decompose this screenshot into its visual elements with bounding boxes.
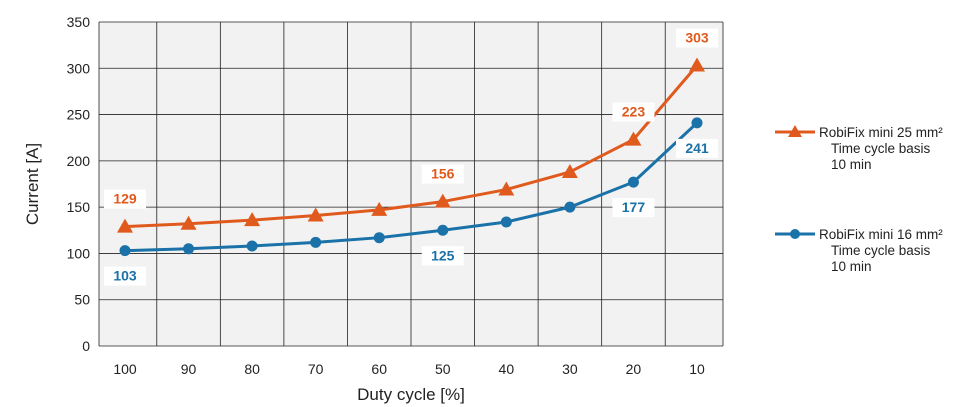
legend-note-25mm-line2: 10 min bbox=[831, 157, 872, 172]
data-label-0-5: 156 bbox=[431, 166, 455, 182]
y-tick-label-50: 50 bbox=[74, 292, 90, 308]
series-1-point-4 bbox=[373, 232, 385, 244]
series-1-point-1 bbox=[183, 243, 195, 255]
series-line-1 bbox=[124, 121, 699, 253]
x-tick-label-100: 100 bbox=[113, 361, 137, 377]
x-axis-ticks: 100 90 80 70 60 50 40 30 20 10 bbox=[113, 361, 705, 377]
data-label-bg-1-9 bbox=[676, 138, 718, 158]
x-tick-label-50: 50 bbox=[435, 361, 451, 377]
data-label-bg-0-8 bbox=[612, 102, 655, 122]
data-label-1-8: 177 bbox=[622, 199, 646, 215]
x-tick-label-70: 70 bbox=[308, 361, 324, 377]
y-tick-label-300: 300 bbox=[67, 60, 91, 76]
legend-label-16mm: RobiFix mini 16 mm² bbox=[819, 227, 943, 242]
y-tick-label-350: 350 bbox=[67, 14, 91, 30]
x-tick-label-30: 30 bbox=[562, 361, 578, 377]
legend-item-25mm: RobiFix mini 25 mm² Time cycle basis 10 … bbox=[819, 125, 943, 173]
data-label-1-0: 103 bbox=[113, 268, 137, 284]
y-tick-label-250: 250 bbox=[67, 107, 91, 123]
data-label-0-8: 223 bbox=[622, 104, 646, 120]
series-1-point-2 bbox=[246, 240, 258, 252]
y-tick-label-0: 0 bbox=[82, 338, 90, 354]
series-1-point-9 bbox=[691, 117, 703, 129]
series-0-point-0 bbox=[117, 218, 133, 233]
legend-marker-triangle-icon bbox=[788, 125, 802, 137]
y-tick-label-150: 150 bbox=[67, 199, 91, 215]
data-label-bg-0-9 bbox=[676, 28, 718, 48]
series-0-point-8 bbox=[625, 131, 642, 146]
grid-lines bbox=[98, 21, 724, 347]
x-tick-label-10: 10 bbox=[689, 361, 705, 377]
x-tick-label-90: 90 bbox=[181, 361, 197, 377]
data-label-1-9: 241 bbox=[685, 140, 709, 156]
series-1-point-7 bbox=[564, 201, 576, 213]
series-0-point-7 bbox=[561, 163, 578, 178]
series-1-point-8 bbox=[627, 176, 639, 188]
series-line-0 bbox=[124, 64, 699, 229]
legend-marker-circle-icon bbox=[790, 229, 800, 239]
series-0-point-1 bbox=[180, 215, 197, 230]
series-0-point-2 bbox=[244, 212, 261, 227]
x-tick-label-20: 20 bbox=[626, 361, 642, 377]
x-axis-title: Duty cycle [%] bbox=[357, 385, 465, 404]
y-axis-ticks: 0 50 100 150 200 250 300 350 bbox=[67, 14, 91, 354]
data-label-1-5: 125 bbox=[431, 247, 455, 263]
data-label-0-9: 303 bbox=[685, 30, 709, 46]
data-label-0-0: 129 bbox=[113, 191, 137, 207]
y-tick-label-100: 100 bbox=[67, 245, 91, 261]
series-1-point-6 bbox=[500, 216, 512, 228]
series-0-point-6 bbox=[498, 181, 515, 196]
legend-label-25mm: RobiFix mini 25 mm² bbox=[819, 125, 943, 140]
x-tick-label-80: 80 bbox=[244, 361, 260, 377]
series-layer bbox=[117, 57, 705, 257]
series-1-point-5 bbox=[437, 224, 449, 236]
legend-item-16mm: RobiFix mini 16 mm² Time cycle basis 10 … bbox=[819, 227, 943, 275]
series-1-point-0 bbox=[119, 245, 131, 257]
series-1-point-3 bbox=[310, 236, 322, 248]
x-tick-label-60: 60 bbox=[371, 361, 387, 377]
legend-note-25mm-line1: Time cycle basis bbox=[831, 141, 931, 156]
y-tick-label-200: 200 bbox=[67, 153, 91, 169]
series-0-point-3 bbox=[307, 207, 324, 222]
legend-note-16mm-line2: 10 min bbox=[831, 259, 872, 274]
legend-note-16mm-line1: Time cycle basis bbox=[831, 243, 931, 258]
series-0-point-9 bbox=[689, 57, 705, 72]
series-0-point-5 bbox=[434, 193, 451, 208]
data-label-bg-0-5 bbox=[421, 164, 464, 184]
y-axis-title: Current [A] bbox=[23, 143, 42, 225]
data-label-bg-0-0 bbox=[104, 189, 146, 209]
x-tick-label-40: 40 bbox=[499, 361, 515, 377]
data-label-bg-1-0 bbox=[104, 266, 146, 286]
series-0-point-4 bbox=[371, 201, 388, 216]
data-label-bg-1-8 bbox=[612, 198, 655, 218]
data-label-bg-1-5 bbox=[421, 246, 464, 266]
legend-markers bbox=[775, 125, 815, 239]
data-labels: 129 156 223 303 103 125 177 241 bbox=[104, 28, 718, 286]
